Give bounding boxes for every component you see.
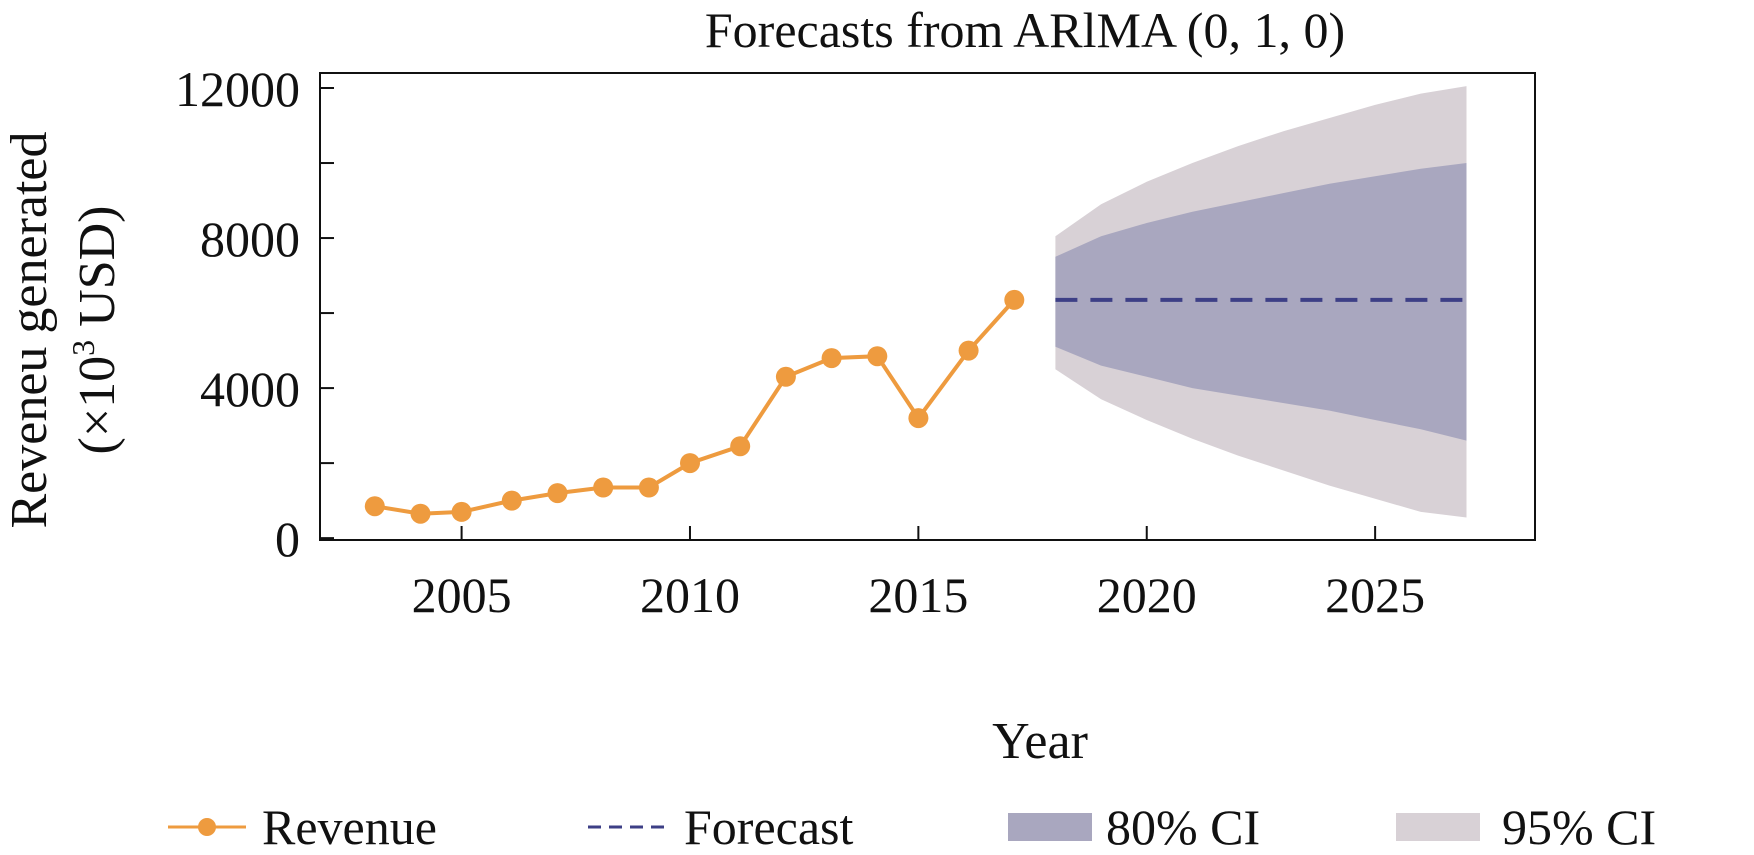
x-tick-label: 2010 — [640, 567, 740, 623]
revenue-point — [730, 436, 751, 457]
revenue-point — [867, 346, 888, 367]
revenue-point — [775, 366, 796, 387]
legend-swatch-marker — [198, 818, 216, 836]
revenue-point — [821, 348, 842, 369]
revenue-point — [364, 496, 385, 517]
y-tick-label: 0 — [275, 511, 300, 567]
chart-title: Forecasts from ARlMA (0, 1, 0) — [705, 2, 1345, 58]
legend: Revenue Forecast 80% CI 95% CI — [168, 799, 1656, 855]
revenue-point — [908, 408, 929, 429]
y-tick-label: 4000 — [200, 361, 300, 417]
legend-label: 80% CI — [1106, 799, 1260, 850]
plot-frame — [319, 72, 1536, 541]
y-axis-label-exponent: 3 — [65, 340, 101, 356]
revenue-line — [374, 298, 1016, 516]
y-tick-label: 12000 — [175, 61, 300, 117]
legend-item-revenue: Revenue — [168, 799, 437, 855]
legend-swatch-box — [1396, 813, 1480, 841]
y-axis-label-line2-suffix: USD) — [69, 206, 126, 340]
revenue-point — [410, 503, 431, 524]
y-tick-label: 8000 — [200, 211, 300, 267]
x-axis-label: Year — [992, 713, 1088, 770]
data-markers — [364, 289, 1025, 524]
revenue-point — [958, 340, 979, 361]
legend-item-forecast: Forecast — [588, 799, 853, 855]
y-axis-label-line2: (×103 USD) — [65, 206, 126, 455]
revenue-point — [547, 483, 568, 504]
x-axis-ticks: 2005 2010 2015 2020 2025 — [412, 526, 1425, 623]
revenue-point — [593, 477, 614, 498]
revenue-point — [1004, 289, 1025, 310]
y-axis-ticks: 0 4000 8000 12000 — [175, 61, 334, 567]
revenue-point — [501, 490, 522, 511]
revenue-point — [451, 501, 472, 522]
legend-swatch-box — [1008, 813, 1092, 841]
x-tick-label: 2020 — [1097, 567, 1197, 623]
legend-label: 95% CI — [1502, 799, 1656, 850]
x-tick-label: 2005 — [412, 567, 512, 623]
legend-item-95-ci: 95% CI — [1396, 799, 1656, 855]
band-80-ci — [1055, 163, 1467, 441]
legend-item-80-ci: 80% CI — [1008, 799, 1260, 855]
revenue-point — [680, 453, 700, 474]
revenue-point — [638, 477, 659, 498]
x-tick-label: 2025 — [1325, 567, 1425, 623]
legend-label: Revenue — [262, 799, 437, 850]
x-tick-label: 2015 — [868, 567, 968, 623]
y-axis-label-line1: Reveneu generated — [1, 131, 58, 528]
legend-label: Forecast — [684, 799, 853, 850]
y-axis-label-line2-prefix: (×10 — [69, 356, 126, 455]
y-axis-label: Reveneu generated (×103 USD) — [1, 131, 126, 528]
confidence-bands — [1055, 86, 1467, 518]
